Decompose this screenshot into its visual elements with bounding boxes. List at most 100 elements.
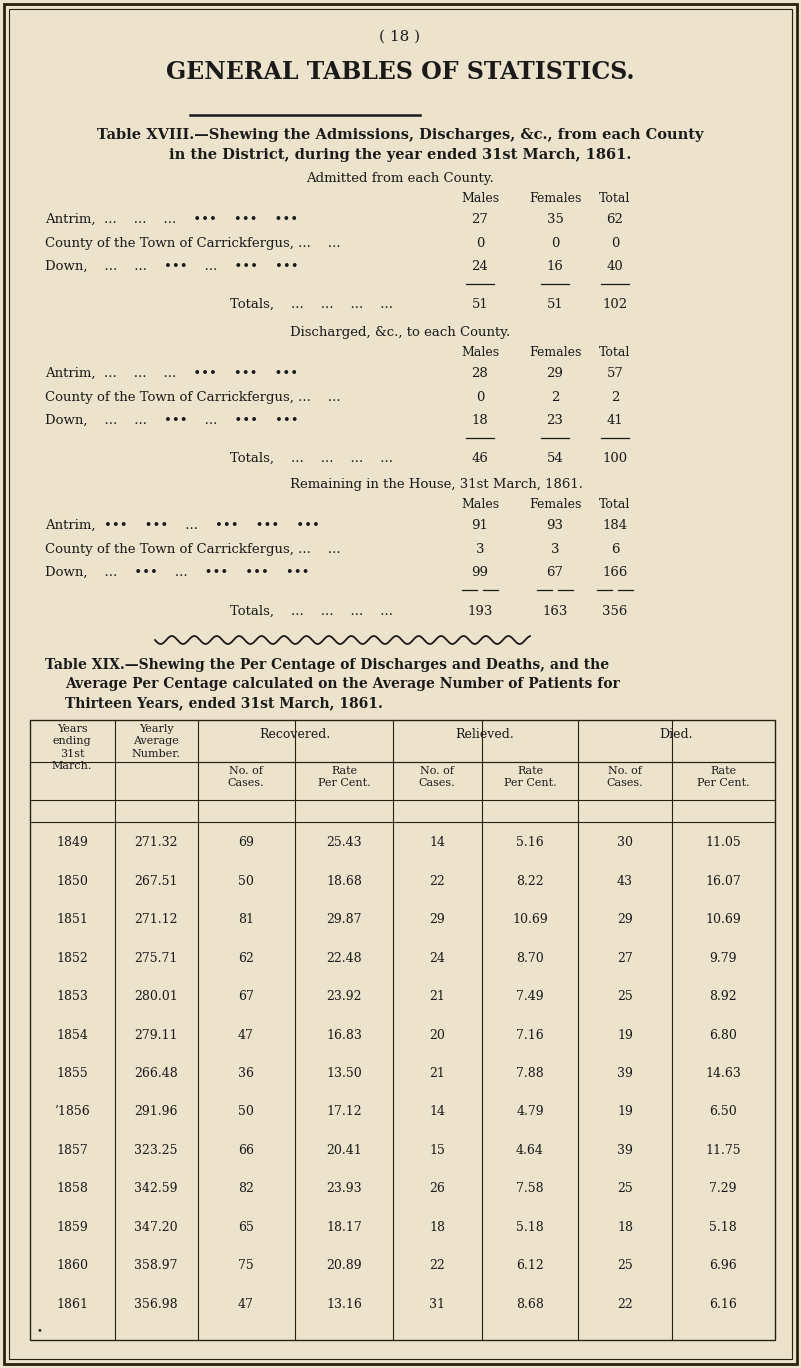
Text: Rate
Per Cent.: Rate Per Cent. [504,766,557,788]
Text: 10.69: 10.69 [512,914,548,926]
Text: 1853: 1853 [56,990,88,1003]
Text: Totals,    ...    ...    ...    ...: Totals, ... ... ... ... [230,298,393,311]
Text: 36: 36 [238,1067,254,1079]
Text: 26: 26 [429,1182,445,1196]
Text: 51: 51 [472,298,489,311]
Text: 4.64: 4.64 [516,1144,544,1157]
Text: 323.25: 323.25 [135,1144,178,1157]
Text: 0: 0 [476,391,484,404]
Text: 23: 23 [546,415,563,427]
Text: 15: 15 [429,1144,445,1157]
Text: 69: 69 [238,836,254,850]
Text: 11.05: 11.05 [705,836,741,850]
Text: Down,    ...    ...    •••    ...    •••    •••: Down, ... ... ••• ... ••• ••• [45,415,299,427]
Text: 291.96: 291.96 [135,1105,178,1119]
Text: in the District, during the year ended 31st March, 1861.: in the District, during the year ended 3… [169,148,631,161]
Text: 10.69: 10.69 [705,914,741,926]
Text: 21: 21 [429,1067,445,1079]
Text: Down,    ...    ...    •••    ...    •••    •••: Down, ... ... ••• ... ••• ••• [45,260,299,274]
Text: 1852: 1852 [56,952,88,964]
Text: Died.: Died. [659,728,693,741]
Text: Males: Males [461,192,499,205]
Text: 20.41: 20.41 [326,1144,362,1157]
Text: 11.75: 11.75 [705,1144,741,1157]
Text: 13.16: 13.16 [326,1298,362,1311]
Text: 19: 19 [617,1029,633,1041]
Text: 22: 22 [617,1298,633,1311]
Text: 24: 24 [472,260,489,274]
Text: 99: 99 [472,566,489,579]
Text: 62: 62 [606,213,623,226]
Text: 25: 25 [617,990,633,1003]
Text: 47: 47 [238,1029,254,1041]
Text: 18.68: 18.68 [326,874,362,888]
Text: 16.07: 16.07 [705,874,741,888]
Text: 57: 57 [606,367,623,380]
Text: Antrim,  ...    ...    ...    •••    •••    •••: Antrim, ... ... ... ••• ••• ••• [45,367,298,380]
Text: 8.22: 8.22 [516,874,544,888]
Text: Females: Females [529,346,582,358]
Text: 6.16: 6.16 [709,1298,737,1311]
Text: 18: 18 [429,1220,445,1234]
Text: 16: 16 [546,260,563,274]
Text: 20.89: 20.89 [326,1260,362,1272]
Text: 23.92: 23.92 [326,990,362,1003]
Text: 184: 184 [602,518,627,532]
Text: 62: 62 [238,952,254,964]
Text: Totals,    ...    ...    ...    ...: Totals, ... ... ... ... [230,605,393,618]
Text: Females: Females [529,192,582,205]
Text: 7.49: 7.49 [516,990,544,1003]
Text: 4.79: 4.79 [516,1105,544,1119]
Text: 3: 3 [551,543,559,555]
Text: 1849: 1849 [56,836,88,850]
Text: 279.11: 279.11 [135,1029,178,1041]
Text: Total: Total [599,346,630,358]
Text: No. of
Cases.: No. of Cases. [606,766,643,788]
Text: Table XIX.—Shewing the Per Centage of Discharges and Deaths, and the: Table XIX.—Shewing the Per Centage of Di… [45,658,609,672]
Text: County of the Town of Carrickfergus, ...    ...: County of the Town of Carrickfergus, ...… [45,237,340,250]
Text: 166: 166 [602,566,628,579]
Text: 39: 39 [617,1067,633,1079]
Text: 47: 47 [238,1298,254,1311]
Text: 266.48: 266.48 [134,1067,178,1079]
Text: 0: 0 [611,237,619,250]
Text: Antrim,  •••    •••    ...    •••    •••    •••: Antrim, ••• ••• ... ••• ••• ••• [45,518,320,532]
Text: 7.88: 7.88 [516,1067,544,1079]
Text: 271.12: 271.12 [135,914,178,926]
Text: Total: Total [599,192,630,205]
Text: No. of
Cases.: No. of Cases. [227,766,264,788]
Text: 356: 356 [602,605,628,618]
Text: 6.50: 6.50 [709,1105,737,1119]
Text: 18: 18 [617,1220,633,1234]
Text: 19: 19 [617,1105,633,1119]
Text: 8.70: 8.70 [516,952,544,964]
Text: 24: 24 [429,952,445,964]
Text: ( 18 ): ( 18 ) [380,30,421,44]
Text: Table XVIII.—Shewing the Admissions, Discharges, &c., from each County: Table XVIII.—Shewing the Admissions, Dis… [97,129,703,142]
Text: 163: 163 [542,605,568,618]
Text: County of the Town of Carrickfergus, ...    ...: County of the Town of Carrickfergus, ...… [45,391,340,404]
Text: 6.96: 6.96 [709,1260,737,1272]
Text: 27: 27 [472,213,489,226]
Text: Yearly
Average
Number.: Yearly Average Number. [131,724,180,759]
Text: Females: Females [529,498,582,512]
Text: Males: Males [461,346,499,358]
Text: 2: 2 [551,391,559,404]
Text: 31: 31 [429,1298,445,1311]
Text: 13.50: 13.50 [326,1067,362,1079]
Text: 1858: 1858 [56,1182,88,1196]
Text: 25: 25 [617,1182,633,1196]
Text: 0: 0 [551,237,559,250]
Text: 28: 28 [472,367,489,380]
Text: No. of
Cases.: No. of Cases. [419,766,455,788]
Text: 29: 29 [617,914,633,926]
Text: 7.58: 7.58 [516,1182,544,1196]
Text: 18.17: 18.17 [326,1220,362,1234]
Text: ’1856: ’1856 [54,1105,90,1119]
Text: 347.20: 347.20 [135,1220,178,1234]
Text: Years
ending
31st
March.: Years ending 31st March. [52,724,92,772]
Text: 50: 50 [238,874,254,888]
Text: 1851: 1851 [56,914,88,926]
Text: 2: 2 [611,391,619,404]
Text: 7.29: 7.29 [709,1182,737,1196]
